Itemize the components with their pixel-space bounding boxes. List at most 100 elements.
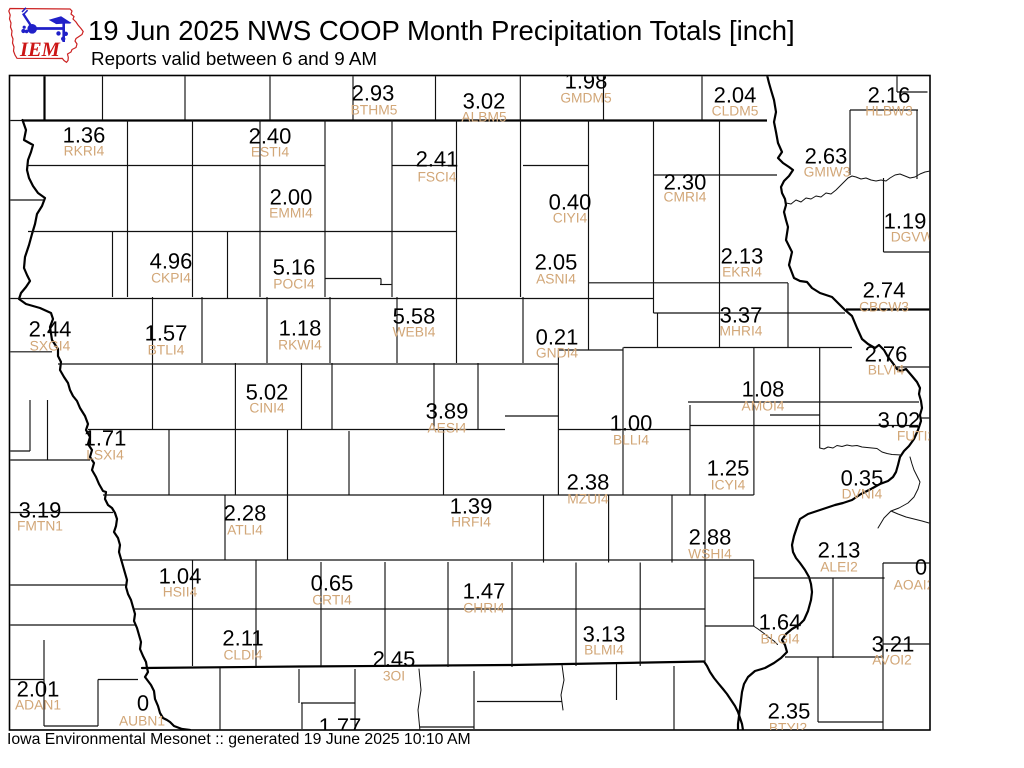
svg-text:BTYI2: BTYI2 [769, 721, 807, 736]
svg-text:GMDM5: GMDM5 [560, 91, 612, 106]
svg-text:ALBM5: ALBM5 [461, 110, 507, 125]
svg-text:RKRI4: RKRI4 [64, 144, 105, 159]
svg-text:2.16: 2.16 [868, 83, 911, 108]
svg-text:CINI4: CINI4 [249, 401, 285, 416]
svg-text:1.04: 1.04 [159, 564, 202, 589]
svg-text:3.02: 3.02 [463, 89, 506, 114]
svg-text:AOAI2: AOAI2 [894, 578, 935, 593]
svg-text:GNDI4: GNDI4 [536, 346, 578, 361]
svg-text:1.47: 1.47 [463, 579, 506, 604]
svg-text:2.01: 2.01 [17, 677, 60, 702]
svg-text:ESTI4: ESTI4 [251, 145, 290, 160]
svg-text:2.05: 2.05 [535, 250, 578, 275]
svg-text:1.77: 1.77 [319, 714, 362, 739]
svg-text:2.76: 2.76 [865, 342, 908, 367]
svg-text:CLDI4: CLDI4 [223, 648, 262, 663]
svg-text:BLLI4: BLLI4 [613, 433, 649, 448]
svg-text:GMIW3: GMIW3 [804, 165, 851, 180]
svg-text:1.98: 1.98 [565, 69, 608, 94]
svg-text:2.13: 2.13 [818, 538, 861, 563]
svg-text:ATLI4: ATLI4 [227, 523, 263, 538]
svg-text:2.00: 2.00 [270, 185, 313, 210]
svg-text:3.02: 3.02 [878, 408, 921, 433]
svg-text:3.89: 3.89 [426, 399, 469, 424]
svg-text:EMMI4: EMMI4 [269, 206, 313, 221]
svg-text:BLVI4: BLVI4 [868, 363, 905, 378]
svg-text:CMRI4: CMRI4 [664, 190, 707, 205]
svg-text:ALEI2: ALEI2 [820, 560, 858, 575]
svg-text:2.41: 2.41 [416, 147, 459, 172]
svg-text:3.19: 3.19 [19, 498, 62, 523]
svg-text:0: 0 [137, 691, 149, 716]
svg-text:2.44: 2.44 [29, 317, 72, 342]
svg-text:ASNI4: ASNI4 [536, 272, 576, 287]
svg-text:RKWI4: RKWI4 [278, 338, 322, 353]
svg-text:5.16: 5.16 [273, 255, 316, 280]
svg-text:1.19: 1.19 [884, 209, 927, 234]
svg-text:SXGI4: SXGI4 [30, 339, 71, 354]
svg-text:5.02: 5.02 [246, 380, 289, 405]
svg-text:2.04: 2.04 [714, 83, 757, 108]
svg-text:ICYI4: ICYI4 [711, 478, 746, 493]
svg-text:MHRI4: MHRI4 [720, 324, 763, 339]
svg-text:2.45: 2.45 [373, 647, 416, 672]
svg-text:2.38: 2.38 [567, 470, 610, 495]
svg-text:2.74: 2.74 [863, 278, 906, 303]
svg-text:1.25: 1.25 [707, 456, 750, 481]
svg-text:AMOI4: AMOI4 [742, 399, 785, 414]
svg-text:1.08: 1.08 [742, 377, 785, 402]
svg-text:1.39: 1.39 [450, 494, 493, 519]
svg-text:0.35: 0.35 [841, 466, 884, 491]
svg-text:EKRI4: EKRI4 [722, 265, 762, 280]
svg-text:DVNI4: DVNI4 [842, 487, 883, 502]
svg-text:LSXI4: LSXI4 [86, 448, 124, 463]
svg-text:2.30: 2.30 [664, 170, 707, 195]
svg-text:CHRI4: CHRI4 [463, 601, 505, 616]
svg-text:0.21: 0.21 [536, 325, 579, 350]
svg-text:2.88: 2.88 [689, 525, 732, 550]
svg-text:2.28: 2.28 [224, 501, 267, 526]
svg-text:1.57: 1.57 [145, 321, 188, 346]
svg-text:1.64: 1.64 [759, 610, 802, 635]
svg-text:IEM: IEM [19, 39, 61, 61]
svg-text:BLMI4: BLMI4 [584, 643, 624, 658]
svg-text:2.63: 2.63 [805, 144, 848, 169]
svg-text:CRTI4: CRTI4 [312, 593, 352, 608]
svg-text:2.93: 2.93 [352, 81, 395, 106]
svg-text:2.35: 2.35 [768, 699, 811, 724]
svg-text:FUTI2: FUTI2 [897, 429, 935, 444]
svg-text:0.65: 0.65 [311, 571, 354, 596]
svg-text:CLDM5: CLDM5 [712, 104, 759, 119]
svg-text:5.58: 5.58 [393, 304, 436, 329]
svg-text:CBCW3: CBCW3 [859, 300, 909, 315]
svg-text:0: 0 [915, 555, 927, 580]
svg-text:2.11: 2.11 [222, 626, 263, 651]
svg-text:HRFI4: HRFI4 [451, 515, 491, 530]
svg-text:MZUI4: MZUI4 [567, 492, 609, 507]
svg-text:1.36: 1.36 [63, 123, 106, 148]
svg-text:CKPI4: CKPI4 [151, 271, 191, 286]
svg-text:FSCI4: FSCI4 [417, 170, 456, 185]
svg-text:AUBN1: AUBN1 [119, 714, 165, 729]
svg-text:HLBW3: HLBW3 [865, 104, 913, 119]
svg-text:BTHM5: BTHM5 [351, 103, 398, 118]
svg-text:BLGI4: BLGI4 [760, 632, 799, 647]
svg-text:1.00: 1.00 [610, 411, 653, 436]
svg-text:3.13: 3.13 [583, 622, 626, 647]
svg-text:ADAN1: ADAN1 [15, 698, 61, 713]
svg-text:HSII4: HSII4 [163, 585, 198, 600]
svg-text:3.37: 3.37 [720, 303, 763, 328]
svg-text:FMTN1: FMTN1 [17, 519, 63, 534]
svg-text:2.13: 2.13 [721, 244, 764, 269]
svg-text:CIYI4: CIYI4 [553, 211, 588, 226]
svg-text:2.40: 2.40 [249, 124, 292, 149]
svg-text:3OI: 3OI [383, 669, 405, 684]
svg-text:1.18: 1.18 [279, 316, 322, 341]
svg-text:BTLI4: BTLI4 [148, 343, 185, 358]
svg-text:POCI4: POCI4 [273, 277, 315, 292]
svg-text:1.71: 1.71 [84, 426, 127, 451]
svg-text:WEBI4: WEBI4 [393, 325, 436, 340]
svg-text:0.40: 0.40 [549, 190, 592, 215]
svg-text:4.96: 4.96 [150, 249, 193, 274]
svg-text:3.21: 3.21 [872, 632, 915, 657]
